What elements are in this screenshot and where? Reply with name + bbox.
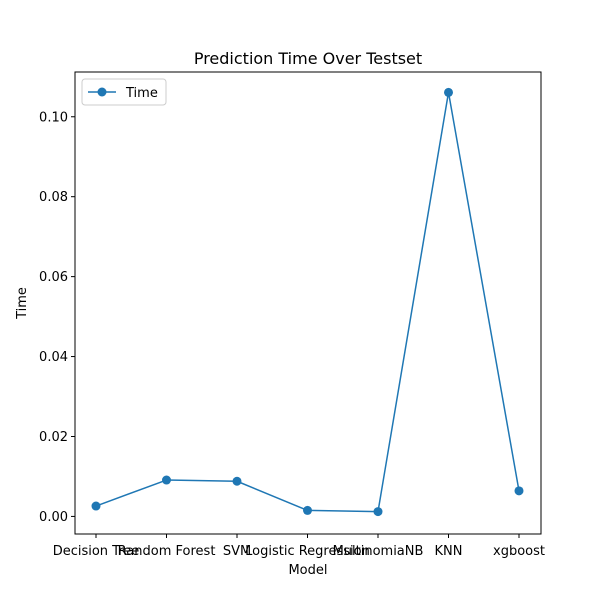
x-tick-label: xgboost xyxy=(493,544,545,559)
data-point xyxy=(232,476,242,486)
x-tick-label: Decision Tree xyxy=(53,544,140,559)
legend: Time xyxy=(81,78,167,106)
y-tick-label: 0.08 xyxy=(39,190,68,205)
data-point xyxy=(444,87,453,97)
y-tick-label: 0.10 xyxy=(39,110,68,125)
x-tick-label: MultinomiaNB xyxy=(333,544,424,559)
x-tick-label: Logistic Regression xyxy=(245,544,370,559)
data-point xyxy=(373,507,383,517)
y-tick-label: 0.02 xyxy=(39,430,68,445)
plot-frame xyxy=(74,71,542,535)
y-tick-label: 0.06 xyxy=(39,270,68,285)
legend-box xyxy=(81,78,167,106)
x-tick-label: SVM xyxy=(223,544,251,559)
y-tick-label: 0.00 xyxy=(39,510,68,525)
series-layer xyxy=(91,87,524,517)
y-axis-ticks: 0.00 0.02 0.04 0.06 0.08 0.10 xyxy=(39,110,75,525)
y-tick-label: 0.04 xyxy=(39,350,68,365)
x-tick-label: KNN xyxy=(435,544,463,559)
legend-label: Time xyxy=(125,86,158,101)
data-point xyxy=(162,475,171,485)
legend-marker-swatch xyxy=(97,87,107,97)
data-point xyxy=(514,486,524,496)
y-axis-title: Time xyxy=(15,287,30,320)
plot-area xyxy=(75,72,541,534)
chart-title: Prediction Time Over Testset xyxy=(194,49,422,68)
x-axis-title: Model xyxy=(288,563,327,578)
data-point xyxy=(91,501,101,511)
data-point xyxy=(303,505,312,515)
x-tick-label: Random Forest xyxy=(118,544,216,559)
